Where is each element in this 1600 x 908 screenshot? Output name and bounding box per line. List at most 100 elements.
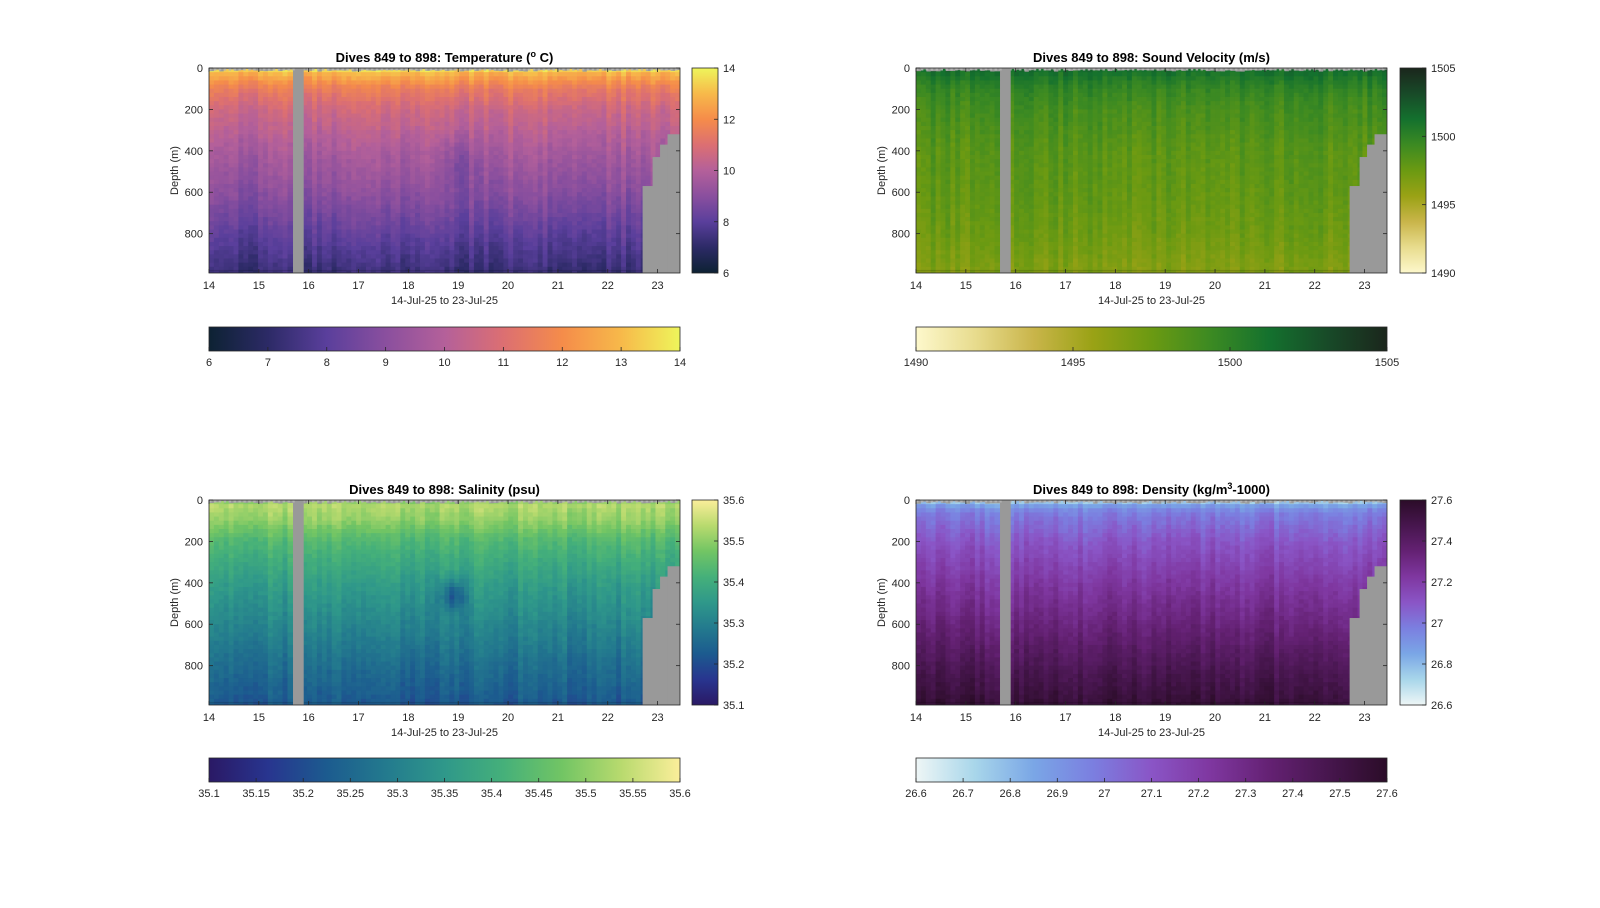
heatmap-cell bbox=[586, 233, 593, 239]
heatmap-cell bbox=[626, 179, 632, 185]
heatmap-cell bbox=[513, 113, 519, 119]
heatmap-cell bbox=[424, 200, 431, 206]
heatmap-cell bbox=[562, 159, 568, 164]
heatmap-cell bbox=[518, 138, 524, 144]
heatmap-cell bbox=[444, 196, 451, 202]
heatmap-cell bbox=[248, 125, 254, 131]
heatmap-cell bbox=[626, 125, 632, 131]
heatmap-cell bbox=[262, 138, 269, 144]
heatmap-cell bbox=[400, 130, 406, 135]
heatmap-cell bbox=[356, 146, 362, 152]
heatmap-cell bbox=[326, 105, 333, 111]
heatmap-cell bbox=[243, 196, 249, 202]
heatmap-cell bbox=[626, 109, 632, 115]
heatmap-cell bbox=[277, 254, 284, 260]
heatmap-cell bbox=[630, 258, 637, 264]
heatmap-cell bbox=[630, 270, 637, 273]
heatmap-cell bbox=[557, 217, 563, 222]
heatmap-cell bbox=[434, 196, 441, 202]
heatmap-cell bbox=[238, 225, 244, 231]
heatmap-cell bbox=[503, 72, 509, 77]
heatmap-cell bbox=[267, 117, 274, 123]
heatmap-cell bbox=[542, 262, 549, 268]
heatmap-cell bbox=[454, 204, 460, 210]
heatmap-cell bbox=[351, 72, 357, 77]
heatmap-cell bbox=[537, 212, 544, 218]
heatmap-cell bbox=[410, 130, 416, 135]
heatmap-cell bbox=[375, 117, 382, 123]
surface-mark bbox=[405, 68, 408, 71]
heatmap-cell bbox=[527, 159, 534, 164]
heatmap-cell bbox=[400, 221, 406, 226]
heatmap-cell bbox=[336, 204, 343, 210]
heatmap-cell bbox=[351, 212, 357, 218]
heatmap-cell bbox=[542, 246, 549, 251]
heatmap-cell bbox=[400, 146, 406, 152]
heatmap-cell bbox=[630, 88, 637, 94]
heatmap-cell bbox=[223, 121, 230, 127]
heatmap-cell bbox=[454, 254, 460, 260]
heatmap-cell bbox=[209, 159, 215, 164]
heatmap-cell bbox=[527, 225, 534, 231]
heatmap-cell bbox=[243, 204, 249, 210]
heatmap-cell bbox=[498, 134, 504, 139]
heatmap-cell bbox=[346, 225, 352, 231]
heatmap-cell bbox=[209, 208, 215, 214]
heatmap-cell bbox=[581, 258, 588, 264]
heatmap-cell bbox=[576, 84, 583, 90]
heatmap-cell bbox=[424, 208, 431, 214]
heatmap-cell bbox=[562, 146, 568, 152]
heatmap-cell bbox=[513, 150, 519, 156]
heatmap-cell bbox=[361, 233, 367, 239]
heatmap-cell bbox=[473, 142, 480, 148]
heatmap-cell bbox=[321, 266, 328, 272]
heatmap-cell bbox=[552, 188, 558, 193]
heatmap-cell bbox=[488, 204, 495, 210]
heatmap-cell bbox=[312, 262, 318, 268]
heatmap-cell bbox=[316, 204, 323, 210]
heatmap-cell bbox=[537, 254, 544, 260]
heatmap-cell bbox=[415, 208, 421, 214]
heatmap-cell bbox=[209, 171, 215, 177]
heatmap-cell bbox=[469, 250, 475, 255]
heatmap-cell bbox=[508, 138, 514, 144]
heatmap-cell bbox=[228, 80, 235, 86]
heatmap-cell bbox=[562, 150, 568, 156]
heatmap-cell bbox=[321, 208, 328, 214]
heatmap-cell bbox=[483, 229, 490, 235]
heatmap-cell bbox=[228, 196, 235, 202]
heatmap-cell bbox=[542, 142, 549, 148]
heatmap-cell bbox=[464, 225, 470, 231]
heatmap-cell bbox=[336, 237, 343, 243]
heatmap-cell bbox=[419, 105, 426, 111]
heatmap-cell bbox=[282, 192, 289, 197]
heatmap-cell bbox=[390, 80, 397, 86]
heatmap-cell bbox=[341, 101, 347, 106]
heatmap-cell bbox=[233, 204, 240, 210]
heatmap-cell bbox=[601, 200, 608, 206]
heatmap-cell bbox=[233, 196, 240, 202]
heatmap-cell bbox=[361, 221, 367, 226]
heatmap-cell bbox=[331, 246, 338, 251]
heatmap-cell bbox=[253, 237, 259, 243]
heatmap-cell bbox=[375, 212, 382, 218]
heatmap-cell bbox=[459, 217, 465, 222]
heatmap-cell bbox=[503, 96, 509, 102]
heatmap-cell bbox=[209, 167, 215, 173]
heatmap-cell bbox=[410, 204, 416, 210]
heatmap-cell bbox=[351, 258, 357, 264]
heatmap-cell bbox=[410, 208, 416, 214]
heatmap-cell bbox=[233, 76, 240, 82]
heatmap-cell bbox=[601, 237, 608, 243]
heatmap-cell bbox=[459, 146, 465, 152]
heatmap-cell bbox=[650, 117, 657, 123]
heatmap-cell bbox=[449, 92, 455, 98]
heatmap-cell bbox=[655, 138, 661, 144]
heatmap-cell bbox=[498, 254, 504, 260]
heatmap-cell bbox=[916, 76, 922, 82]
heatmap-cell bbox=[424, 105, 431, 111]
heatmap-cell bbox=[380, 183, 387, 189]
heatmap-cell bbox=[282, 138, 289, 144]
heatmap-cell bbox=[346, 175, 352, 181]
heatmap-cell bbox=[606, 134, 612, 139]
